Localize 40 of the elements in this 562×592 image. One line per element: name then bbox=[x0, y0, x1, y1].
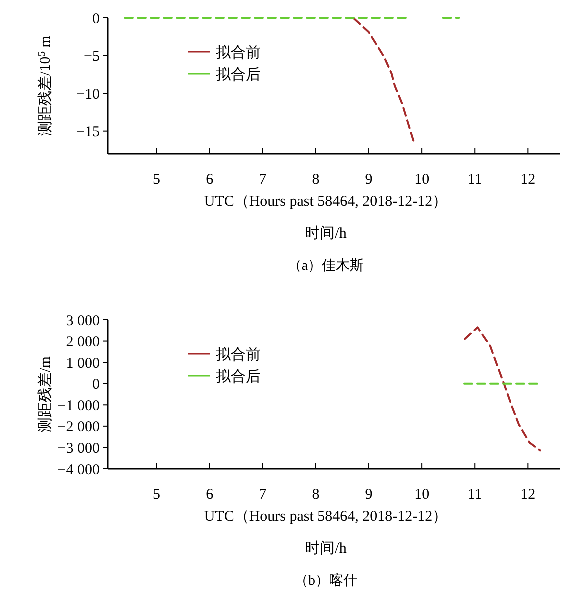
x-tick-label: 10 bbox=[414, 487, 430, 503]
text: 时间/h bbox=[305, 225, 348, 242]
y-tick-label: 1 000 bbox=[66, 356, 100, 372]
y-axis-title: 测距残差/m bbox=[37, 356, 54, 432]
text: （b）喀什 bbox=[294, 573, 358, 589]
legend-label: 拟合前 bbox=[216, 346, 261, 364]
x-axis-title: UTC（Hours past 58464, 2018-12-12） bbox=[204, 509, 448, 525]
x-tick-label: 6 bbox=[206, 487, 214, 503]
x-tick-label: 7 bbox=[259, 172, 268, 188]
x-tick-label: 5 bbox=[153, 172, 161, 188]
y-tick-label: 0 bbox=[92, 11, 100, 28]
x-tick-label: 9 bbox=[365, 172, 373, 188]
x-axis-title: UTC（Hours past 58464, 2018-12-12） bbox=[204, 194, 448, 210]
x-tick-label: 7 bbox=[259, 487, 268, 503]
y-tick-label: −5 bbox=[84, 49, 100, 66]
x-tick-label: 5 bbox=[153, 487, 161, 503]
x-tick-label: 11 bbox=[468, 487, 482, 503]
legend-label: 拟合后 bbox=[216, 66, 261, 84]
x-tick-label: 9 bbox=[365, 487, 373, 503]
x-tick-label: 8 bbox=[312, 172, 320, 188]
x-tick-label: 11 bbox=[468, 172, 482, 188]
y-tick-label: −3 000 bbox=[58, 440, 100, 457]
y-tick-label: −10 bbox=[76, 86, 100, 103]
y-tick-label: −15 bbox=[76, 124, 100, 141]
x-tick-label: 8 bbox=[312, 487, 320, 503]
x-tick-label: 12 bbox=[520, 172, 536, 188]
y-tick-label: −4 000 bbox=[58, 462, 100, 478]
text: 时间/h bbox=[305, 540, 348, 557]
y-tick-label: 0 bbox=[92, 377, 100, 394]
x-tick-label: 10 bbox=[414, 172, 430, 188]
y-tick-label: 3 000 bbox=[66, 313, 100, 330]
text: （a）佳木斯 bbox=[288, 258, 364, 274]
x-tick-label: 12 bbox=[520, 487, 536, 503]
y-tick-label: 2 000 bbox=[66, 334, 100, 351]
line-series bbox=[464, 326, 542, 452]
y-tick-label: −1 000 bbox=[58, 398, 100, 414]
legend-label: 拟合后 bbox=[216, 368, 261, 386]
x-tick-label: 6 bbox=[206, 172, 214, 188]
legend-label: 拟合前 bbox=[216, 44, 261, 62]
y-tick-label: −2 000 bbox=[58, 420, 100, 436]
